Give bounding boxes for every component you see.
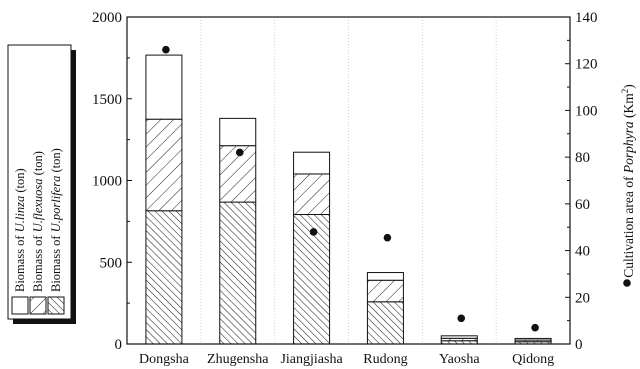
right-tick-label: 20 xyxy=(575,290,590,306)
legend-frame xyxy=(7,44,72,320)
scatter-point xyxy=(309,228,318,236)
scatter-point xyxy=(235,148,244,157)
right-tick-label: 80 xyxy=(575,150,590,166)
legend-swatch-linza xyxy=(11,296,29,315)
right-axis-title: Cultivation area of Porphyra (Km2) xyxy=(620,84,636,277)
left-tick-label: 1500 xyxy=(92,92,122,108)
legend-label-flexuosa: Biomass of U.flexuosa (ton) xyxy=(31,151,45,292)
right-tick-label: 40 xyxy=(575,244,590,260)
left-tick-label: 2000 xyxy=(92,10,122,26)
scatter-points xyxy=(162,45,539,332)
bar-segment-uflexuosa xyxy=(366,279,404,303)
right-tick-label: 0 xyxy=(575,337,583,353)
legend-swatch-flexuosa xyxy=(29,296,47,315)
scatter-point xyxy=(457,314,466,323)
bar-segment-ulinza xyxy=(440,335,478,339)
bar-segment-uflexuosa xyxy=(293,173,331,216)
right-tick-label: 140 xyxy=(575,10,598,26)
legend-swatch-porlifera xyxy=(47,296,65,315)
scatter-point xyxy=(383,233,392,242)
category-label: Jiangjiasha xyxy=(280,352,343,367)
category-label: Yaosha xyxy=(439,352,480,367)
left-tick-label: 0 xyxy=(115,337,123,353)
x-axis: Dongsha Zhugensha Jiangjiasha Rudong Yaosha Q… xyxy=(139,352,554,367)
bar-segment-uporlifera xyxy=(219,201,257,345)
category-label: Zhugensha xyxy=(207,352,269,367)
legend-label-linza: Biomass of U.linza (ton) xyxy=(13,168,27,292)
legend: Biomass of U.linza (ton) Biomass of U.fl… xyxy=(7,44,76,324)
bars xyxy=(145,54,552,345)
bar-segment-ulinza xyxy=(366,272,404,281)
category-label: Rudong xyxy=(363,352,407,367)
left-axis: 0 500 1000 1500 2000 xyxy=(92,10,132,353)
right-tick-label: 120 xyxy=(575,57,598,73)
category-label: Dongsha xyxy=(139,352,190,367)
bar-segment-uflexuosa xyxy=(145,118,183,212)
scatter-legend-dot xyxy=(623,279,631,287)
bar-segment-ulinza xyxy=(514,337,552,341)
grid-lines xyxy=(200,17,497,344)
bar-segment-uporlifera xyxy=(366,301,404,345)
bar-segment-ulinza xyxy=(145,54,183,120)
bar-segment-ulinza xyxy=(293,151,331,175)
scatter-point xyxy=(162,45,170,54)
right-axis: 0 20 40 60 80 100 120 140 xyxy=(565,10,598,353)
right-tick-label: 100 xyxy=(575,103,598,119)
plot-frame xyxy=(126,16,571,345)
bar-segment-uporlifera xyxy=(145,210,183,345)
left-tick-label: 500 xyxy=(100,255,123,271)
legend-label-porlifera: Biomass of U.porlifera (ton) xyxy=(49,148,63,292)
right-tick-label: 60 xyxy=(575,197,590,213)
left-tick-label: 1000 xyxy=(92,174,122,190)
right-legend-marker xyxy=(623,279,631,287)
bar-segment-ulinza xyxy=(219,117,257,147)
scatter-point xyxy=(531,323,539,332)
category-label: Qidong xyxy=(512,352,554,367)
